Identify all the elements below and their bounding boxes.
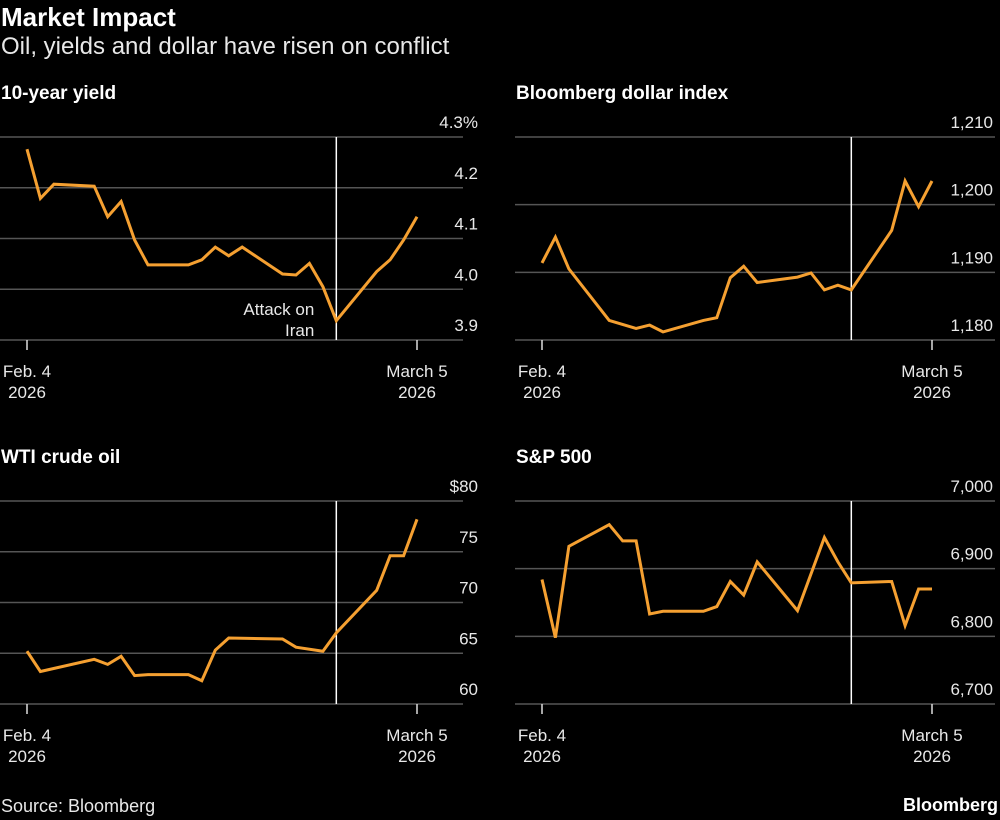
y-tick-label: 6,800 xyxy=(950,612,993,631)
y-tick-label: 1,200 xyxy=(950,181,993,200)
y-tick-label: 4.2 xyxy=(454,164,478,183)
series-line xyxy=(540,522,932,639)
panel-title-dollar-index: Bloomberg dollar index xyxy=(516,83,729,104)
y-tick-label: 1,180 xyxy=(950,316,993,335)
y-tick-label: $80 xyxy=(450,477,478,496)
y-tick-label: 6,900 xyxy=(950,545,993,564)
y-tick-label: 75 xyxy=(459,528,478,547)
panel-title-sp500: S&P 500 xyxy=(516,447,592,468)
y-tick-label: 4.1 xyxy=(454,215,478,234)
series-line xyxy=(25,148,419,324)
chart-10-year-yield: 4.3% 4.2 4.1 4.0 3.9 Feb. 4 2026 March 5 2026 Att… xyxy=(0,113,478,402)
y-tick-label: 4.3% xyxy=(439,113,478,132)
x-tick-label-year: 2026 xyxy=(398,383,436,402)
chart-subtitle: Oil, yields and dollar have risen on con… xyxy=(1,33,450,60)
x-tick-label: Feb. 4 xyxy=(518,726,566,745)
x-tick-label: March 5 xyxy=(386,362,447,381)
x-tick-label: Feb. 4 xyxy=(3,726,51,745)
x-tick-label-year: 2026 xyxy=(8,383,46,402)
y-tick-label: 60 xyxy=(459,680,478,699)
x-tick-label: Feb. 4 xyxy=(3,362,51,381)
panel-title-10-year-yield: 10-year yield xyxy=(1,83,117,104)
chart-dollar-index: 1,210 1,200 1,190 1,180 Feb. 4 2026 March 5 202… xyxy=(515,113,995,402)
series-line xyxy=(25,518,419,683)
y-tick-label: 6,700 xyxy=(950,680,993,699)
y-tick-label: 1,210 xyxy=(950,113,993,132)
y-tick-label: 70 xyxy=(459,579,478,598)
x-tick-label: March 5 xyxy=(901,362,962,381)
panel-title-wti-crude: WTI crude oil xyxy=(1,447,121,468)
x-tick-label-year: 2026 xyxy=(523,383,561,402)
y-tick-label: 7,000 xyxy=(950,477,993,496)
event-annotation: Iran xyxy=(285,321,314,340)
x-tick-label: March 5 xyxy=(901,726,962,745)
y-tick-label: 4.0 xyxy=(454,265,478,284)
x-tick-label-year: 2026 xyxy=(913,383,951,402)
chart-wti-crude: $80 75 70 65 60 Feb. 4 2026 March 5 2026 xyxy=(0,477,478,766)
chart-title: Market Impact xyxy=(1,2,176,32)
x-tick-label: Feb. 4 xyxy=(518,362,566,381)
x-tick-label: March 5 xyxy=(386,726,447,745)
event-annotation: Attack on xyxy=(243,300,314,319)
series-line xyxy=(540,176,934,334)
bloomberg-logo: Bloomberg xyxy=(902,795,998,815)
x-tick-label-year: 2026 xyxy=(523,747,561,766)
x-tick-label-year: 2026 xyxy=(8,747,46,766)
source-note: Source: Bloomberg xyxy=(1,796,156,816)
y-tick-label: 1,190 xyxy=(950,248,993,267)
x-tick-label-year: 2026 xyxy=(398,747,436,766)
chart-sp500: 7,000 6,900 6,800 6,700 Feb. 4 2026 March 5 202… xyxy=(515,477,995,766)
y-tick-label: 65 xyxy=(459,629,478,648)
x-tick-label-year: 2026 xyxy=(913,747,951,766)
y-tick-label: 3.9 xyxy=(454,316,478,335)
